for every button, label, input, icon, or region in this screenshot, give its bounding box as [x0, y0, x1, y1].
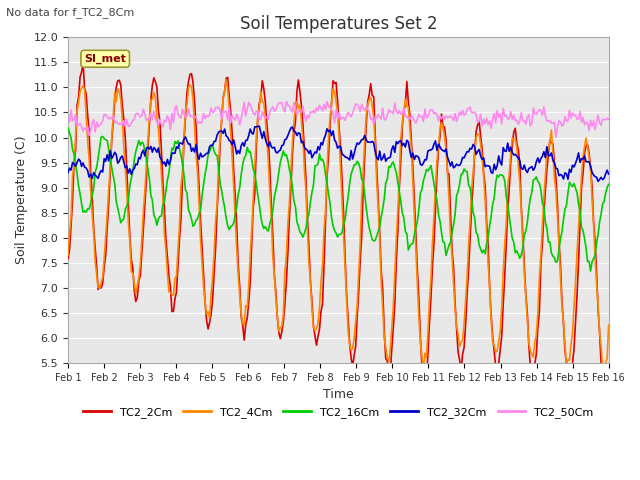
X-axis label: Time: Time: [323, 388, 354, 401]
Text: No data for f_TC2_8Cm: No data for f_TC2_8Cm: [6, 7, 134, 18]
Title: Soil Temperatures Set 2: Soil Temperatures Set 2: [239, 15, 437, 33]
Y-axis label: Soil Temperature (C): Soil Temperature (C): [15, 136, 28, 264]
Text: SI_met: SI_met: [84, 54, 126, 64]
Legend: TC2_2Cm, TC2_4Cm, TC2_16Cm, TC2_32Cm, TC2_50Cm: TC2_2Cm, TC2_4Cm, TC2_16Cm, TC2_32Cm, TC…: [79, 403, 598, 422]
